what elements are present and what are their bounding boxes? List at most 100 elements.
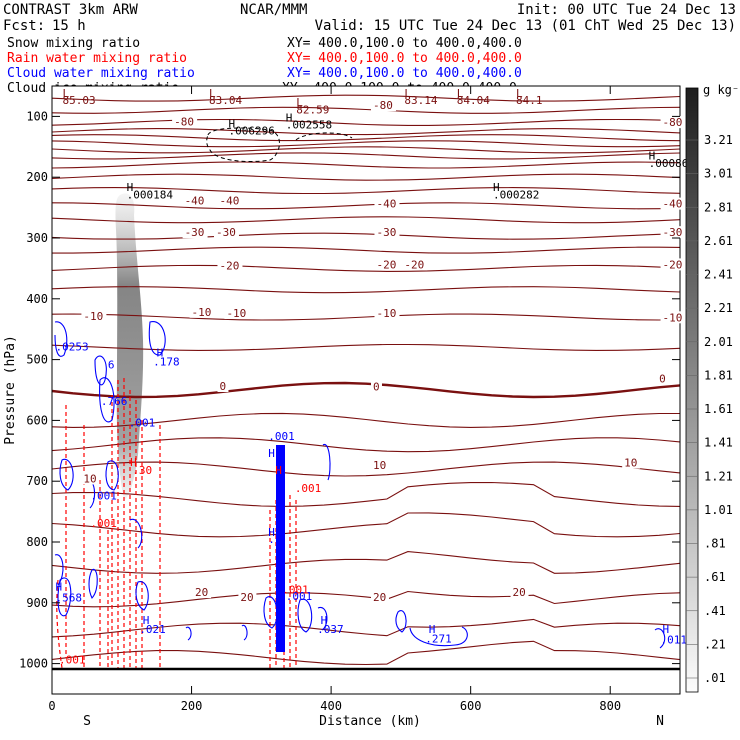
isotherm-line [52, 118, 680, 126]
isotherm-label: 20 [240, 591, 253, 604]
isotherm-label: 0 [659, 373, 666, 386]
cloud-label: .178 [153, 356, 180, 369]
extremum-value: .000184 [127, 188, 174, 201]
colorbar-tick-label: 1.01 [704, 503, 733, 517]
isotherm-label-bg [172, 115, 198, 128]
isotherm-line [52, 412, 680, 428]
isotherm-line [52, 618, 680, 638]
model-title: CONTRAST 3km ARW [3, 2, 138, 18]
isotherm-line [52, 381, 680, 399]
ice-dashed-contour-2 [295, 132, 353, 141]
cloud-label: H [663, 623, 670, 636]
isotherm-line [52, 481, 680, 507]
isotherm-label-bg [213, 226, 239, 239]
isotherm-line [52, 461, 680, 477]
isotherm-label: -40 [376, 198, 396, 211]
colorbar-tick-label: 2.81 [704, 200, 733, 214]
extremum-value: 84.1 [516, 94, 543, 107]
colorbar-tick-label: 2.01 [704, 335, 733, 349]
colorbar-tick-label: 1.81 [704, 368, 733, 382]
isotherm-label: 0 [373, 381, 380, 394]
cloud-label: .271 [425, 632, 452, 645]
rain-label: H [275, 464, 282, 477]
isotherm-label: 10 [624, 457, 637, 470]
colorbar-tick-label: .61 [704, 570, 726, 584]
isotherm-label: -20 [663, 258, 683, 271]
isotherm-label-bg [660, 258, 686, 271]
isotherm-label-bg [217, 259, 243, 272]
isotherm-label: -40 [219, 195, 239, 208]
field-rain-xy: XY= 400.0,100.0 to 400.0,400.0 [287, 51, 522, 66]
cloud-label: H [55, 581, 62, 594]
isotherm-line [52, 246, 680, 254]
isotherm-line [52, 94, 680, 102]
x-tick-label: 200 [181, 699, 203, 713]
extremum-value: 84.04 [457, 94, 490, 107]
contour-labels: -80-80-80-40 -40 -40 -40-30 -30 -30 -30-20 -20-… [55, 87, 688, 667]
isotherm-line [52, 202, 680, 210]
colorbar-tick-label: 3.01 [704, 167, 733, 181]
isotherm-label: -80 [174, 116, 194, 129]
isotherm-line [52, 134, 680, 142]
y-tick-label: 400 [26, 292, 48, 306]
colorbar-tick-label: .41 [704, 604, 726, 618]
y-tick-label: 800 [26, 535, 48, 549]
valid-time: Valid: 15 UTC Tue 24 Dec 13 (01 ChT Wed … [315, 18, 736, 34]
isotherm-line [52, 313, 680, 321]
y-tick-label: 300 [26, 231, 48, 245]
isotherm-line [52, 161, 680, 169]
isotherm-label: -30 [376, 226, 396, 239]
cloud-label: .0253 [55, 340, 88, 353]
isotherm-label: -20 [376, 258, 396, 271]
isotherm-label: -10 [376, 307, 396, 320]
cloud-label: H [157, 347, 164, 360]
isotherm-line [52, 551, 680, 574]
isotherm-label: -30 [185, 226, 205, 239]
extremum-marker: H [229, 117, 236, 130]
isotherm-label: 20 [373, 591, 386, 604]
isotherm-label-bg [370, 590, 389, 603]
isotherm-label: -20 [219, 260, 239, 273]
extremum-value: .000282 [493, 188, 539, 201]
isotherm-label: -10 [226, 307, 246, 320]
isotherm-label-bg [370, 99, 396, 112]
extremum-marker: H [127, 181, 134, 194]
isotherm-line [52, 264, 680, 272]
extremum-value: 85.03 [62, 94, 95, 107]
y-axis-title: Pressure (hPa) [3, 335, 18, 445]
init-time: Init: 00 UTC Tue 24 Dec 13 [517, 2, 736, 18]
isotherm-label-bg [374, 197, 400, 210]
colorbar-tick-label: 2.41 [704, 268, 733, 282]
isotherm-label-bg [660, 116, 686, 129]
extremum-value: .006296 [229, 125, 275, 138]
fcst-value: 15 h [52, 18, 86, 34]
extremum-marker: L [516, 87, 523, 100]
y-tick-label: 700 [26, 474, 48, 488]
cloud-label: 6 [108, 359, 115, 372]
colorbar-tick-label: 2.21 [704, 301, 733, 315]
rain-label: H [130, 456, 137, 469]
field-cloud-name: Cloud water mixing ratio [7, 66, 195, 81]
cloud-label: .001 [129, 416, 156, 429]
rain-label: .001 [282, 584, 309, 597]
field-snow-name: Snow mixing ratio [7, 36, 140, 51]
x-end-label-south: S [83, 714, 91, 729]
isotherm-line [52, 128, 680, 136]
colorbar-units: g kg⁻¹ [703, 83, 740, 97]
isotherm-label-bg [660, 226, 686, 239]
rain-label: .30 [132, 464, 152, 477]
isotherm-label: -20 [404, 258, 424, 271]
isotherm-label-bg [622, 456, 641, 469]
y-tick-label: 500 [26, 353, 48, 367]
colorbar-tick-label: .21 [704, 637, 726, 651]
cloud-label: H [268, 447, 275, 460]
org-title: NCAR/MMM [240, 2, 307, 18]
colorbar-ticks: 3.21 3.01 2.81 2.61 2.41 2.21 2.01 1.81 1.61 1.41… [686, 133, 733, 685]
rain-contours [56, 378, 297, 669]
cloud-label: .037 [317, 623, 344, 636]
isotherm-label: -80 [373, 99, 393, 112]
isotherm-label: 20 [195, 586, 208, 599]
x-tick-label: 400 [320, 699, 342, 713]
